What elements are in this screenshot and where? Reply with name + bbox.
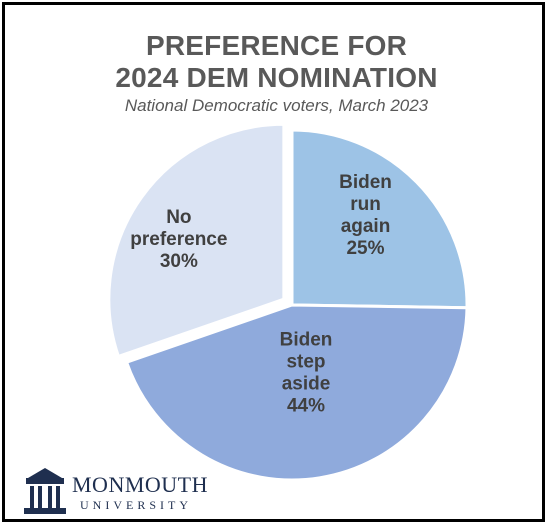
slice-label-line: 44%	[287, 396, 325, 417]
slice-label-line: step	[286, 352, 325, 373]
slice-label-1: Biden step aside 44%	[280, 330, 333, 417]
slice-label-line: aside	[282, 374, 331, 395]
slice-label-line: 30%	[160, 251, 198, 272]
slice-label-line: run	[350, 194, 381, 215]
slice-label-2: No preference 30%	[130, 207, 227, 272]
slice-label-line: 25%	[346, 238, 384, 259]
monmouth-logo: MONMOUTH UNIVERSITY	[22, 468, 222, 518]
university-building-icon	[24, 468, 66, 514]
slice-label-line: preference	[130, 229, 227, 250]
pie-slice-2	[107, 122, 286, 359]
slice-label-line: Biden	[339, 172, 392, 193]
pie-slice-0	[290, 128, 469, 310]
logo-subtitle: UNIVERSITY	[80, 498, 192, 512]
slice-label-line: No	[166, 207, 191, 228]
slice-label-line: again	[341, 216, 391, 237]
logo-name: MONMOUTH	[72, 472, 208, 497]
chart-subtitle: National Democratic voters, March 2023	[124, 96, 429, 115]
slice-label-line: Biden	[280, 330, 333, 351]
chart-title-line-1: PREFERENCE FOR	[145, 30, 408, 61]
pie-slice-1	[124, 303, 469, 482]
chart-title-line-2: 2024 DEM NOMINATION	[115, 62, 438, 93]
slice-label-0: Biden run again 25%	[339, 172, 392, 259]
